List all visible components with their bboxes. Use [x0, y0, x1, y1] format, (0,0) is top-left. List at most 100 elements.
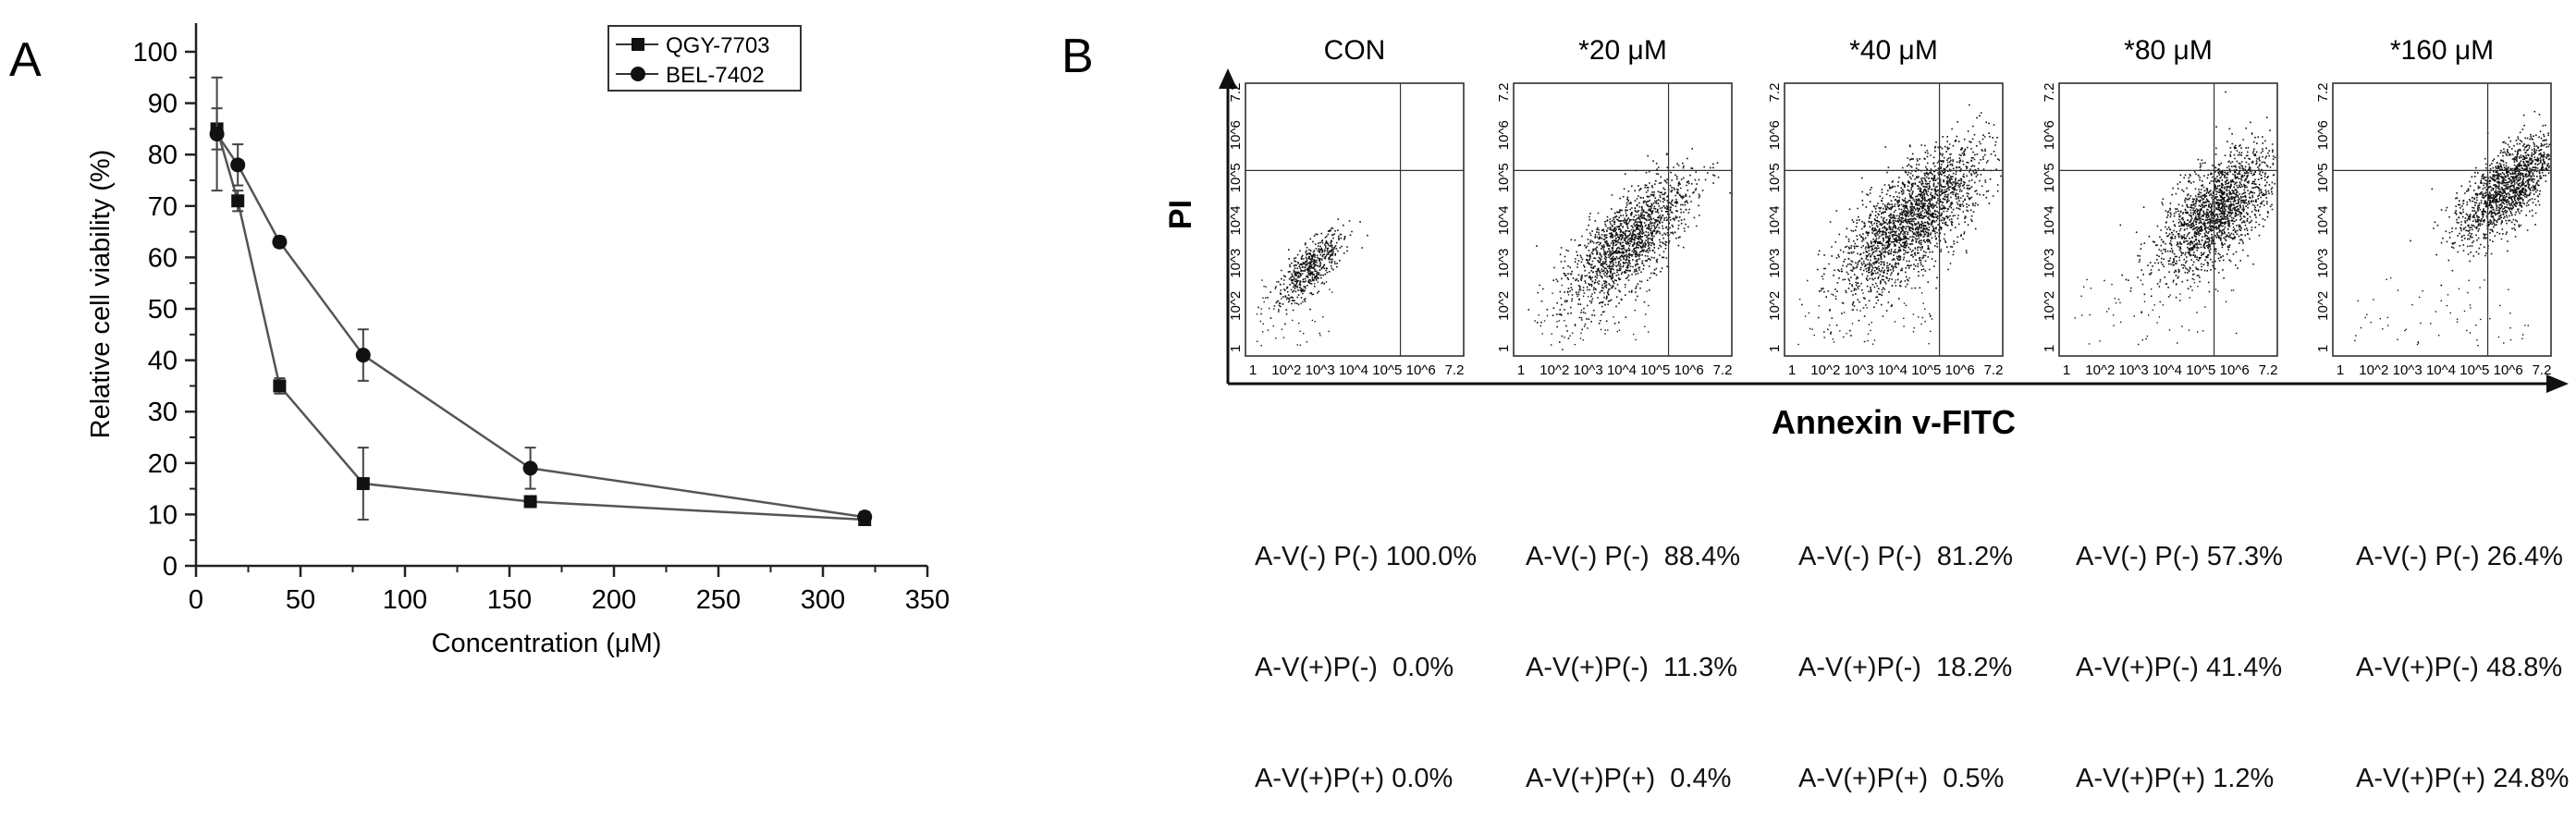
- x-axis-arrowhead: [2546, 374, 2569, 393]
- y-tick-label: 10^5: [1767, 163, 1783, 192]
- x-tick-label: 10^5: [2459, 362, 2489, 378]
- stat-line: A-V(-) P(-) 88.4%: [1526, 542, 1741, 571]
- y-tick-label: 1: [2042, 345, 2057, 352]
- y-tick-label: 10^3: [1496, 249, 1512, 278]
- event-dots: [2074, 91, 2276, 346]
- stat-line: A-V(+)P(+) 0.4%: [1526, 764, 1732, 793]
- series-line-bel-7402: [215, 133, 865, 519]
- event-dots: [1527, 148, 1731, 350]
- x-tick-label: 200: [592, 585, 636, 615]
- stat-line: A-V(-) P(-) 57.3%: [2076, 542, 2283, 571]
- y-tick-label: 1: [2315, 345, 2331, 352]
- x-tick-label: 250: [696, 585, 741, 615]
- flow-plot-0: CON1110^210^210^310^310^410^410^510^510^…: [1228, 35, 1465, 378]
- y-tick-label: 80: [148, 141, 178, 170]
- x-tick-label: 10^5: [2186, 362, 2215, 378]
- x-tick-label: 10^6: [1674, 362, 1704, 378]
- y-tick-label: 10^4: [1767, 205, 1783, 235]
- data-point-circle: [230, 157, 246, 173]
- y-tick-label: 1: [1228, 345, 1244, 352]
- y-tick-label: 90: [148, 90, 178, 119]
- panel-title: *20 μM: [1578, 35, 1667, 66]
- stat-line: A-V(+)P(-) 0.0%: [1255, 653, 1454, 682]
- event-dots: [1256, 218, 1368, 347]
- plot-frame: [2058, 82, 2278, 357]
- y-tick-label: 60: [148, 243, 178, 273]
- y-ticks: 0 10 20 30 40 50 60 70 80 90 100: [133, 38, 196, 582]
- x-tick-label: 10^2: [1271, 362, 1301, 378]
- panel-b-axes: [1219, 68, 2569, 393]
- y-tick-label: 100: [133, 38, 178, 67]
- x-tick-label: 7.2: [2259, 362, 2278, 378]
- x-tick-label: 10^2: [2085, 362, 2115, 378]
- y-tick-label: 10^4: [2315, 205, 2331, 235]
- data-point-circle: [522, 460, 538, 476]
- data-point-circle: [272, 234, 288, 250]
- legend-marker-circle: [631, 67, 645, 81]
- x-ticks: 0 50 100 150 200 250 300 350: [189, 566, 950, 615]
- stats-20um: A-V(-) P(-) 88.4% A-V(+)P(-) 11.3% A-V(+…: [1526, 464, 1740, 834]
- x-tick-label: 1: [1788, 362, 1796, 378]
- x-tick-label: 10^4: [2153, 362, 2182, 378]
- x-tick-label: 10^2: [1810, 362, 1840, 378]
- x-tick-label: 10^2: [2359, 362, 2388, 378]
- y-tick-label: 10^5: [2315, 163, 2331, 192]
- axes: [194, 23, 927, 568]
- stat-line: A-V(+)P(-) 11.3%: [1526, 653, 1738, 682]
- x-tick-label: 10^4: [1878, 362, 1907, 378]
- stat-line: A-V(-) P(-) 26.4%: [2356, 542, 2563, 571]
- y-tick-label: 10^2: [1228, 291, 1244, 321]
- stat-line: A-V(+)P(+) 0.5%: [1798, 764, 2005, 793]
- y-tick-label: 10^2: [2042, 291, 2057, 321]
- panel-title: *80 μM: [2124, 35, 2213, 66]
- y-tick-label: 10^6: [2315, 120, 2331, 150]
- flow-plot-1: *20 μM1110^210^210^310^310^410^410^510^5…: [1496, 35, 1733, 378]
- legend-label-qgy-7703: QGY-7703: [666, 33, 770, 58]
- x-tick-label: 300: [801, 585, 845, 615]
- y-tick-label: 10^2: [2315, 291, 2331, 321]
- y-tick-label: 0: [163, 552, 178, 582]
- y-axis-label: Relative cell viability (%): [86, 150, 116, 439]
- pi-axis-label: PI: [1163, 200, 1198, 229]
- y-tick-label: 10^5: [1228, 163, 1244, 192]
- y-tick-label: 20: [148, 449, 178, 479]
- y-tick-label: 10^3: [2315, 249, 2331, 278]
- x-tick-label: 7.2: [1713, 362, 1733, 378]
- x-tick-label: 10^3: [1845, 362, 1874, 378]
- x-tick-label: 1: [1249, 362, 1257, 378]
- panel-b-flow-cytometry: B PI Annexin v-FITC CON1110^210^210^310^…: [1061, 30, 2569, 441]
- stat-line: A-V(-) P(-) 81.2%: [1798, 542, 2014, 571]
- flow-plots: CON1110^210^210^310^310^410^410^510^510^…: [1228, 35, 2552, 378]
- data-point-square: [273, 379, 287, 393]
- y-tick-label: 7.2: [1767, 83, 1783, 103]
- y-tick-label: 40: [148, 347, 178, 376]
- x-tick-label: 7.2: [1445, 362, 1465, 378]
- panel-title: *40 μM: [1849, 35, 1938, 66]
- y-tick-label: 10^5: [2042, 163, 2057, 192]
- y-tick-label: 10^4: [1228, 205, 1244, 235]
- stats-con: A-V(-) P(-) 100.0% A-V(+)P(-) 0.0% A-V(+…: [1255, 464, 1477, 834]
- panel-title: CON: [1324, 35, 1386, 66]
- panel-a-line-chart: A 0 10 20 30 40 50 60 70 80 90 100 0 50 100 150 200 250…: [9, 23, 950, 658]
- x-tick-label: 10^2: [1539, 362, 1569, 378]
- data-point-circle: [857, 509, 873, 525]
- y-tick-label: 10^6: [1228, 120, 1244, 150]
- series-line-qgy-7703: [215, 129, 865, 521]
- data-point-square: [356, 477, 370, 491]
- x-tick-label: 10^6: [1945, 362, 1975, 378]
- legend-marker-square: [632, 38, 644, 51]
- y-tick-label: 1: [1496, 345, 1512, 352]
- x-tick-label: 100: [383, 585, 427, 615]
- y-tick-label: 10^2: [1496, 291, 1512, 321]
- data-point-square: [523, 495, 537, 509]
- y-tick-label: 10^4: [1496, 205, 1512, 235]
- flow-plot-3: *80 μM1110^210^210^310^310^410^410^510^5…: [2042, 35, 2278, 378]
- series-layer: [209, 76, 873, 526]
- x-tick-label: 1: [2063, 362, 2070, 378]
- event-dots: [2354, 110, 2551, 347]
- x-tick-label: 10^6: [2494, 362, 2523, 378]
- panel-a-label: A: [9, 33, 42, 87]
- x-tick-label: 350: [905, 585, 950, 615]
- x-tick-label: 10^4: [1607, 362, 1637, 378]
- x-tick-label: 10^6: [1406, 362, 1436, 378]
